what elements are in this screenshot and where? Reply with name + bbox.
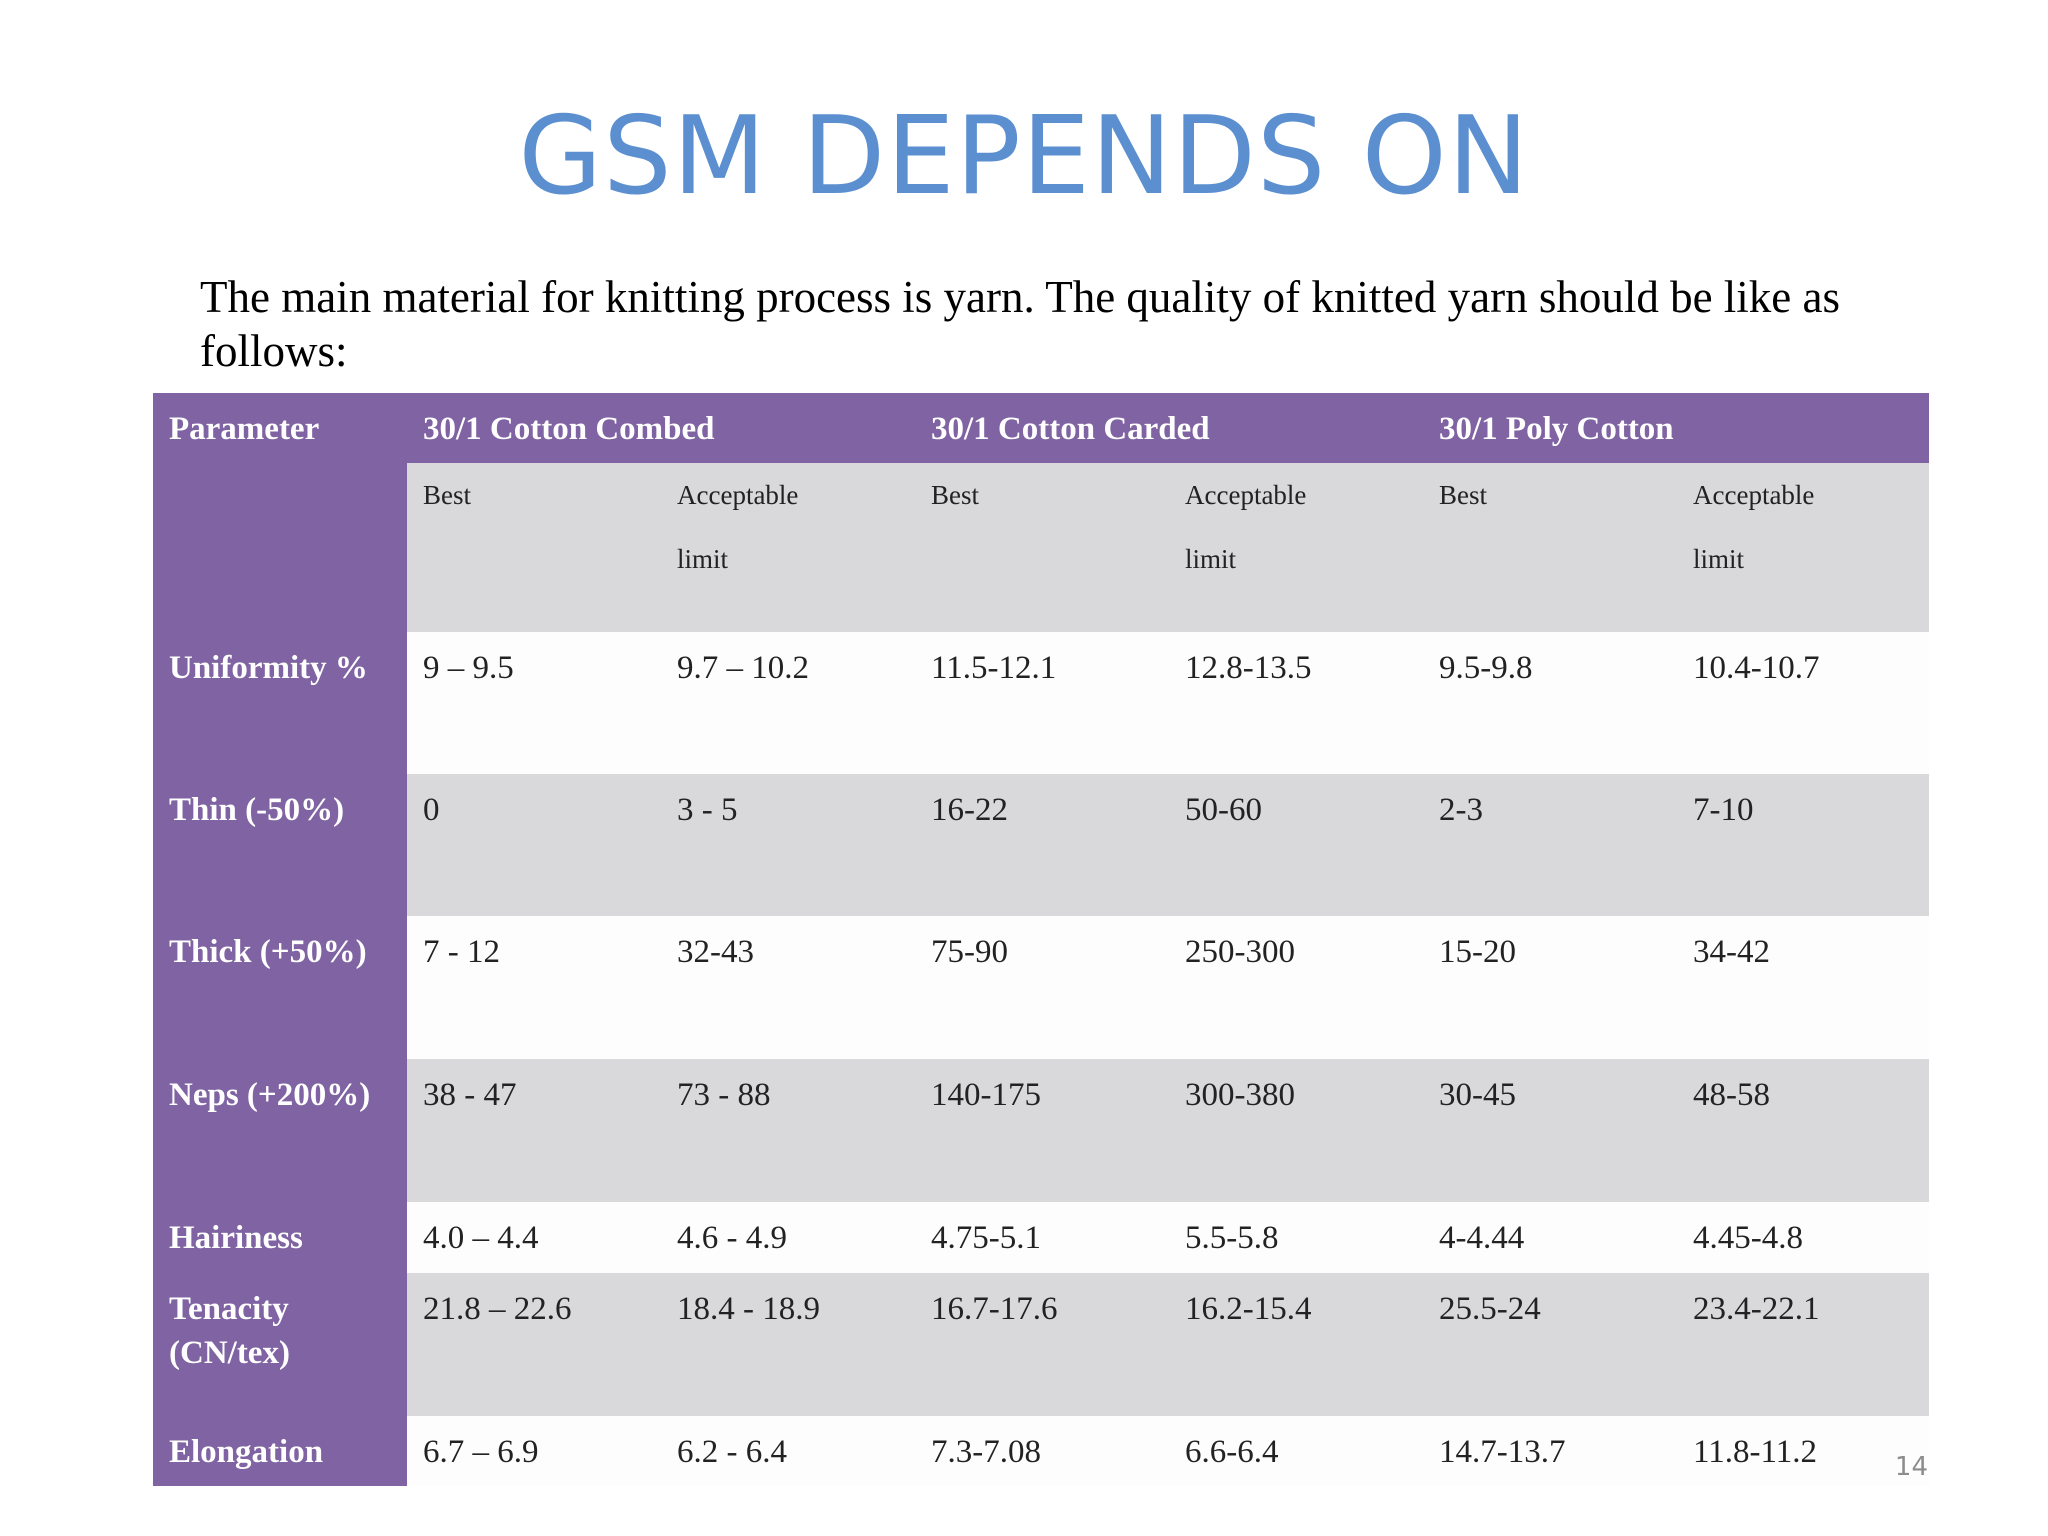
subheader-acceptable-line2: limit bbox=[1693, 544, 1745, 574]
table-cell: 5.5-5.8 bbox=[1169, 1202, 1423, 1273]
yarn-quality-table: Parameter 30/1 Cotton Combed 30/1 Cotton… bbox=[153, 393, 1929, 1486]
table-cell: 34-42 bbox=[1677, 916, 1929, 1059]
table-cell: 11.5-12.1 bbox=[915, 632, 1169, 774]
table-cell: 9.7 – 10.2 bbox=[661, 632, 915, 774]
table-cell: 16.7-17.6 bbox=[915, 1273, 1169, 1416]
table-cell: 73 - 88 bbox=[661, 1059, 915, 1202]
table-cell: 4.6 - 4.9 bbox=[661, 1202, 915, 1273]
table-cell: 3 - 5 bbox=[661, 774, 915, 916]
table-cell: 23.4-22.1 bbox=[1677, 1273, 1929, 1416]
table-cell: 6.6-6.4 bbox=[1169, 1416, 1423, 1486]
row-label-tenacity: Tenacity (CN/tex) bbox=[153, 1273, 407, 1416]
group-header-poly-cotton: 30/1 Poly Cotton bbox=[1423, 393, 1929, 463]
table-cell: 11.8-11.2 bbox=[1677, 1416, 1929, 1486]
subheader-best: Best bbox=[1423, 463, 1677, 632]
table-cell: 48-58 bbox=[1677, 1059, 1929, 1202]
table-cell: 75-90 bbox=[915, 916, 1169, 1059]
subheader-acceptable-line1: Acceptable bbox=[1185, 480, 1307, 510]
table-cell: 30-45 bbox=[1423, 1059, 1677, 1202]
row-label-thick: Thick (+50%) bbox=[153, 916, 407, 1059]
subheader-acceptable-line1: Acceptable bbox=[677, 480, 799, 510]
table-cell: 16-22 bbox=[915, 774, 1169, 916]
intro-paragraph: The main material for knitting process i… bbox=[200, 272, 1841, 376]
subheader-best-label: Best bbox=[423, 480, 472, 510]
table-cell: 4.45-4.8 bbox=[1677, 1202, 1929, 1273]
table-cell: 140-175 bbox=[915, 1059, 1169, 1202]
table-cell: 6.2 - 6.4 bbox=[661, 1416, 915, 1486]
row-label-neps: Neps (+200%) bbox=[153, 1059, 407, 1202]
parameter-header: Parameter bbox=[153, 393, 407, 632]
subheader-acceptable: Acceptable limit bbox=[661, 463, 915, 632]
table-cell: 4-4.44 bbox=[1423, 1202, 1677, 1273]
subheader-best: Best bbox=[407, 463, 661, 632]
page-number: 14 bbox=[1894, 1452, 1928, 1482]
table-cell: 7 - 12 bbox=[407, 916, 661, 1059]
table-cell: 18.4 - 18.9 bbox=[661, 1273, 915, 1416]
slide-title: GSM DEPENDS ON bbox=[518, 94, 1530, 219]
subheader-acceptable-line1: Acceptable bbox=[1693, 480, 1815, 510]
table-cell: 10.4-10.7 bbox=[1677, 632, 1929, 774]
subheader-acceptable-line2: limit bbox=[677, 544, 729, 574]
subheader-best-label: Best bbox=[1439, 480, 1488, 510]
table-cell: 2-3 bbox=[1423, 774, 1677, 916]
table-cell: 9.5-9.8 bbox=[1423, 632, 1677, 774]
row-label-hairiness: Hairiness bbox=[153, 1202, 407, 1273]
table-cell: 6.7 – 6.9 bbox=[407, 1416, 661, 1486]
table-cell: 14.7-13.7 bbox=[1423, 1416, 1677, 1486]
table-cell: 16.2-15.4 bbox=[1169, 1273, 1423, 1416]
subheader-acceptable: Acceptable limit bbox=[1677, 463, 1929, 632]
row-label-uniformity: Uniformity % bbox=[153, 632, 407, 774]
table-cell: 21.8 – 22.6 bbox=[407, 1273, 661, 1416]
table-cell: 25.5-24 bbox=[1423, 1273, 1677, 1416]
table-cell: 0 bbox=[407, 774, 661, 916]
subheader-acceptable: Acceptable limit bbox=[1169, 463, 1423, 632]
table-cell: 12.8-13.5 bbox=[1169, 632, 1423, 774]
table-cell: 300-380 bbox=[1169, 1059, 1423, 1202]
group-header-cotton-combed: 30/1 Cotton Combed bbox=[407, 393, 915, 463]
table-cell: 15-20 bbox=[1423, 916, 1677, 1059]
table-cell: 9 – 9.5 bbox=[407, 632, 661, 774]
row-label-elongation: Elongation bbox=[153, 1416, 407, 1486]
subheader-acceptable-line2: limit bbox=[1185, 544, 1237, 574]
table-cell: 4.0 – 4.4 bbox=[407, 1202, 661, 1273]
group-header-cotton-carded: 30/1 Cotton Carded bbox=[915, 393, 1423, 463]
table-cell: 38 - 47 bbox=[407, 1059, 661, 1202]
table-cell: 7.3-7.08 bbox=[915, 1416, 1169, 1486]
table-cell: 50-60 bbox=[1169, 774, 1423, 916]
subheader-best: Best bbox=[915, 463, 1169, 632]
table-cell: 7-10 bbox=[1677, 774, 1929, 916]
table-cell: 250-300 bbox=[1169, 916, 1423, 1059]
subheader-best-label: Best bbox=[931, 480, 980, 510]
row-label-thin: Thin (-50%) bbox=[153, 774, 407, 916]
table-cell: 4.75-5.1 bbox=[915, 1202, 1169, 1273]
table-cell: 32-43 bbox=[661, 916, 915, 1059]
